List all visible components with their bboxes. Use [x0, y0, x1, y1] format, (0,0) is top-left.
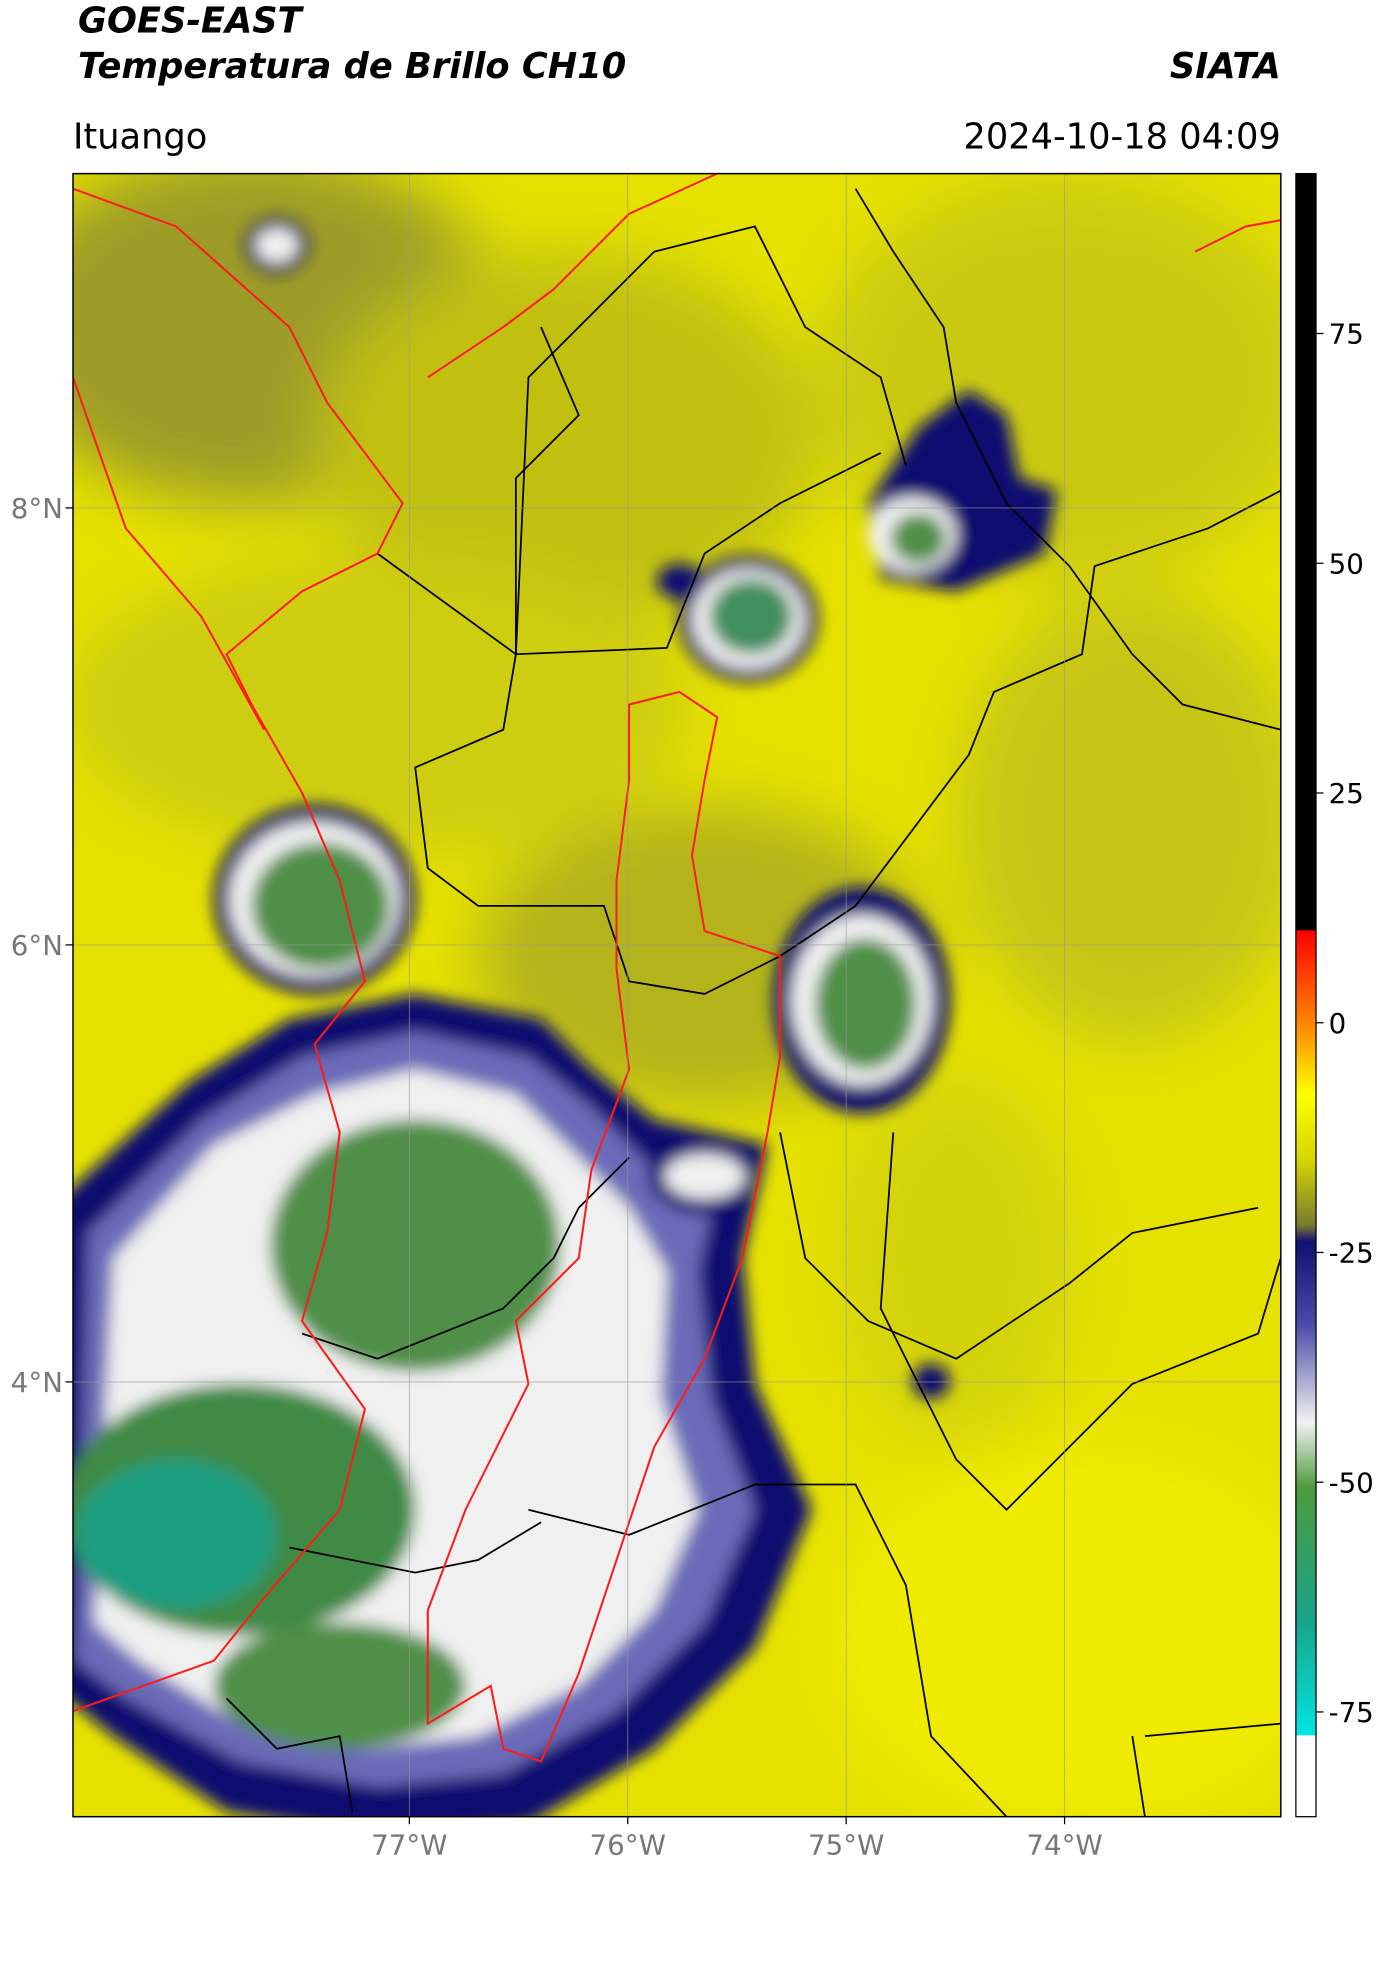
colorbar-tick-label: 25 — [1329, 777, 1364, 810]
colorbar-tick-label: -50 — [1329, 1466, 1374, 1499]
map-image — [73, 173, 1281, 1817]
y-tick-label: 6°N — [11, 929, 63, 962]
subtitle: Temperatura de Brillo CH10 — [78, 46, 626, 87]
y-tick-label: 8°N — [11, 492, 63, 525]
timestamp: 2024-10-18 04:09 — [963, 116, 1280, 157]
colorbar-tick-label: 0 — [1329, 1007, 1347, 1040]
colorbar-tick-label: 75 — [1329, 318, 1364, 351]
grid — [73, 173, 1281, 1817]
colorbar — [1295, 172, 1317, 1818]
x-tick-label: 76°W — [590, 1828, 666, 1861]
title: GOES-EAST — [78, 1, 305, 42]
y-tick-label: 4°N — [11, 1366, 63, 1399]
x-tick-label: 75°W — [808, 1828, 884, 1861]
source: SIATA — [1170, 46, 1281, 87]
x-tick-label: 74°W — [1026, 1828, 1102, 1861]
colorbar-tick-label: -25 — [1329, 1237, 1374, 1270]
map-frame — [72, 172, 1282, 1818]
location: Ituango — [73, 116, 207, 157]
x-tick-label: 77°W — [371, 1828, 447, 1861]
colorbar-tick-label: 50 — [1329, 547, 1364, 580]
colorbar-tick-label: -75 — [1329, 1696, 1374, 1729]
